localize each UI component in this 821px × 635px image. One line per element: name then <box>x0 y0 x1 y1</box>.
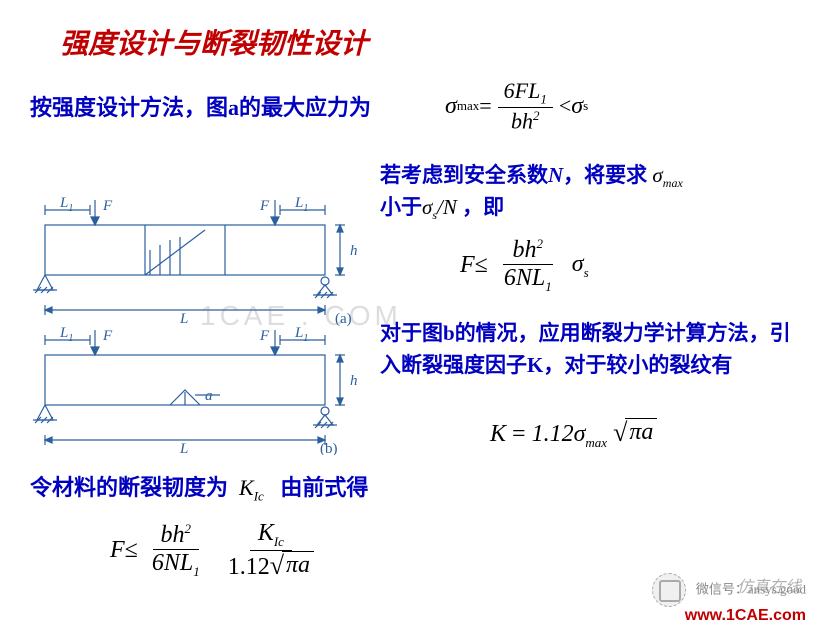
numerator: bh2 <box>503 236 554 265</box>
sigma-s: σs <box>572 251 589 281</box>
fraction: bh2 6NL1 <box>494 236 562 295</box>
label-F-2: F <box>259 198 270 214</box>
watermark: 1CAE . COM <box>200 300 402 332</box>
label-h: h <box>350 243 358 259</box>
wechat-icon <box>652 573 686 607</box>
label-F-b: F <box>102 328 113 344</box>
sigma: σ <box>445 93 457 120</box>
label-L-b: L <box>179 441 188 455</box>
fraction-1: bh2 6NL1 <box>144 521 208 580</box>
label-F: F <box>102 198 113 214</box>
line4: 令材料的断裂韧度为 KIc 由前式得 <box>30 470 368 504</box>
footer-wechat: 微信号：ansys.good <box>696 582 806 597</box>
equation-3: K = 1.12σmax √ πa <box>490 418 657 451</box>
label-a-crack: a <box>205 388 213 404</box>
label-L1-b: L1 <box>59 325 73 344</box>
footer-url: www.1CAE.com <box>652 607 806 625</box>
equation-4: F ≤ bh2 6NL1 KIc 1.12√πa <box>110 520 328 581</box>
paragraph-2: 若考虑到安全系数N，将要求 σmax 小于σs/N ，即 <box>380 160 800 224</box>
equation-1: σmax = 6FL1 bh2 < σs <box>445 78 588 135</box>
footer-wechat-row: 微信号：ansys.good <box>652 573 806 607</box>
label-L1-2: L1 <box>294 195 308 214</box>
label-L1: L1 <box>59 195 73 214</box>
label-b-paren: (b) <box>320 441 338 455</box>
fraction: 6FL1 bh2 <box>498 78 553 135</box>
le: ≤ <box>475 252 488 279</box>
sub-s: s <box>583 98 588 114</box>
fraction-2: KIc 1.12√πa <box>220 520 322 581</box>
sqrt: √ πa <box>613 418 657 448</box>
denominator: bh2 <box>505 108 546 134</box>
page-title: 强度设计与断裂韧性设计 <box>60 22 368 62</box>
line1: 按强度设计方法，图a的最大应力为 <box>30 90 371 122</box>
equals: = <box>479 93 491 119</box>
sub-max: max <box>457 98 479 114</box>
label-h-b: h <box>350 373 358 389</box>
sigma-s: σ <box>571 93 583 120</box>
line1-text: 按强度设计方法，图a的最大应力为 <box>30 95 371 120</box>
footer: 微信号：ansys.good www.1CAE.com <box>652 573 806 625</box>
label-L: L <box>179 311 188 327</box>
numerator: 6FL1 <box>498 78 553 108</box>
less-than: < <box>559 93 571 119</box>
equation-2: F ≤ bh2 6NL1 σs <box>460 236 589 295</box>
F: F <box>460 252 475 279</box>
paragraph-3: 对于图b的情况，应用断裂力学计算方法，引入断裂强度因子K，对于较小的裂纹有 <box>380 318 810 381</box>
denominator: 6NL1 <box>494 265 562 295</box>
